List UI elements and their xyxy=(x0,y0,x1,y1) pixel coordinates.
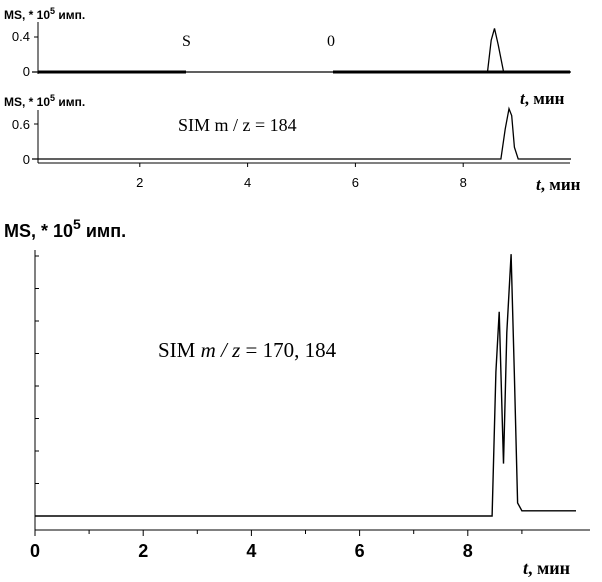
panel-middle-xticklabel: 4 xyxy=(244,175,251,190)
panel-bottom-xticklabel: 4 xyxy=(246,541,256,561)
panel-middle-xticks: 2 4 6 8 xyxy=(136,163,467,190)
panel-top-xlabel: t, мин xyxy=(520,89,565,108)
panel-bottom-annotation: SIM m / z = 170, 184 xyxy=(158,338,337,362)
panel-bottom-xticklabel: 0 xyxy=(30,541,40,561)
panel-middle-yticklabel: 0.6 xyxy=(12,117,30,132)
panel-bottom-xticklabel: 8 xyxy=(463,541,473,561)
panel-bottom-xticks: 0 2 4 6 8 xyxy=(30,530,523,561)
panel-bottom-trace xyxy=(35,254,576,517)
panel-middle-trace xyxy=(32,106,571,160)
panel-middle: MS, * 105 имп. 0.6 0 SIM m / z = 184 2 4 6… xyxy=(4,89,581,194)
panel-middle-xticklabel: 8 xyxy=(460,175,467,190)
panel-bottom-ylabel: MS, * 105 имп. xyxy=(4,216,126,241)
panel-top-trace xyxy=(32,28,571,73)
panel-top-annotation-fragment: 0 xyxy=(327,33,335,50)
panel-bottom: MS, * 105 имп. SIM m / z = 170, 184 0 2 4 6… xyxy=(4,216,590,578)
panel-middle-yticklabel: 0 xyxy=(23,152,30,167)
panel-middle-xlabel: t, мин xyxy=(536,175,581,194)
panel-bottom-xticklabel: 2 xyxy=(138,541,148,561)
panel-top: MS, * 105 имп. 0.4 0 S 0 xyxy=(4,6,571,79)
panel-top-yticklabel: 0 xyxy=(23,64,30,79)
panel-bottom-xlabel: t, мин xyxy=(523,558,570,578)
panel-top-annotation-fragment: S xyxy=(182,33,191,50)
panel-middle-xticklabel: 2 xyxy=(136,175,143,190)
panel-bottom-yticks xyxy=(35,255,39,517)
panel-bottom-xticklabel: 6 xyxy=(355,541,365,561)
panel-middle-annotation: SIM m / z = 184 xyxy=(178,115,297,135)
panel-top-yticklabel: 0.4 xyxy=(12,29,30,44)
panel-middle-ylabel: MS, * 105 имп. xyxy=(4,93,85,109)
panel-top-ylabel: MS, * 105 имп. xyxy=(4,6,85,22)
panel-middle-xticklabel: 6 xyxy=(352,175,359,190)
